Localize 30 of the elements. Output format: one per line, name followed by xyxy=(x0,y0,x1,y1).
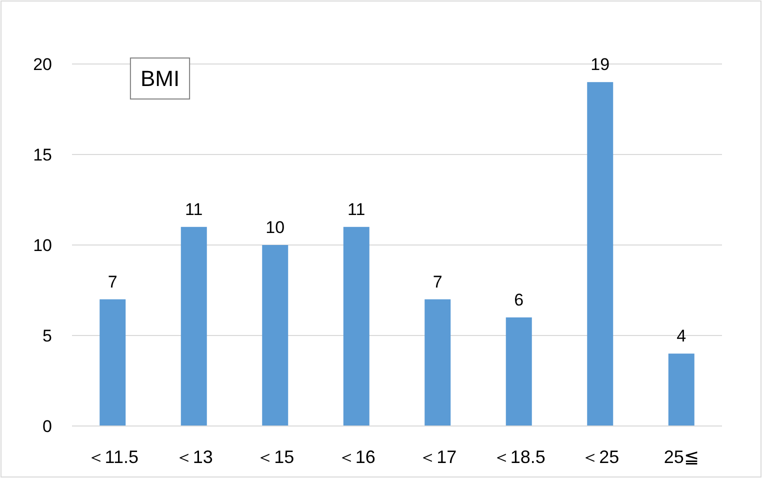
y-tick-label: 10 xyxy=(33,236,52,255)
chart-title: BMI xyxy=(140,66,180,91)
y-tick-label: 20 xyxy=(33,55,52,74)
x-tick-label: 25≦ xyxy=(664,447,699,467)
y-tick-label: 0 xyxy=(42,417,52,436)
data-label: 7 xyxy=(108,272,118,292)
bar xyxy=(506,317,532,426)
x-tick-label: ＜11.5 xyxy=(86,447,138,467)
bar xyxy=(100,299,126,426)
y-tick-label: 15 xyxy=(33,146,52,164)
data-label: 11 xyxy=(185,200,203,219)
data-label: 11 xyxy=(348,200,366,219)
data-label: 19 xyxy=(590,55,610,74)
x-tick-label: ＜13 xyxy=(174,447,213,467)
x-tick-label: ＜16 xyxy=(337,447,376,467)
x-tick-label: ＜25 xyxy=(581,447,620,467)
bar xyxy=(587,82,614,426)
bar xyxy=(424,299,451,426)
data-label: 7 xyxy=(432,272,442,292)
x-tick-label: ＜15 xyxy=(256,447,294,467)
x-tick-label: ＜17 xyxy=(418,447,457,467)
data-label: 4 xyxy=(676,326,686,346)
y-tick-label: 5 xyxy=(42,326,52,346)
x-tick-label: ＜18.5 xyxy=(492,447,546,467)
bar xyxy=(668,354,694,426)
bar xyxy=(343,226,370,426)
data-label: 6 xyxy=(514,290,524,310)
bar xyxy=(180,226,207,426)
data-label: 10 xyxy=(266,218,285,237)
bar xyxy=(262,245,288,426)
